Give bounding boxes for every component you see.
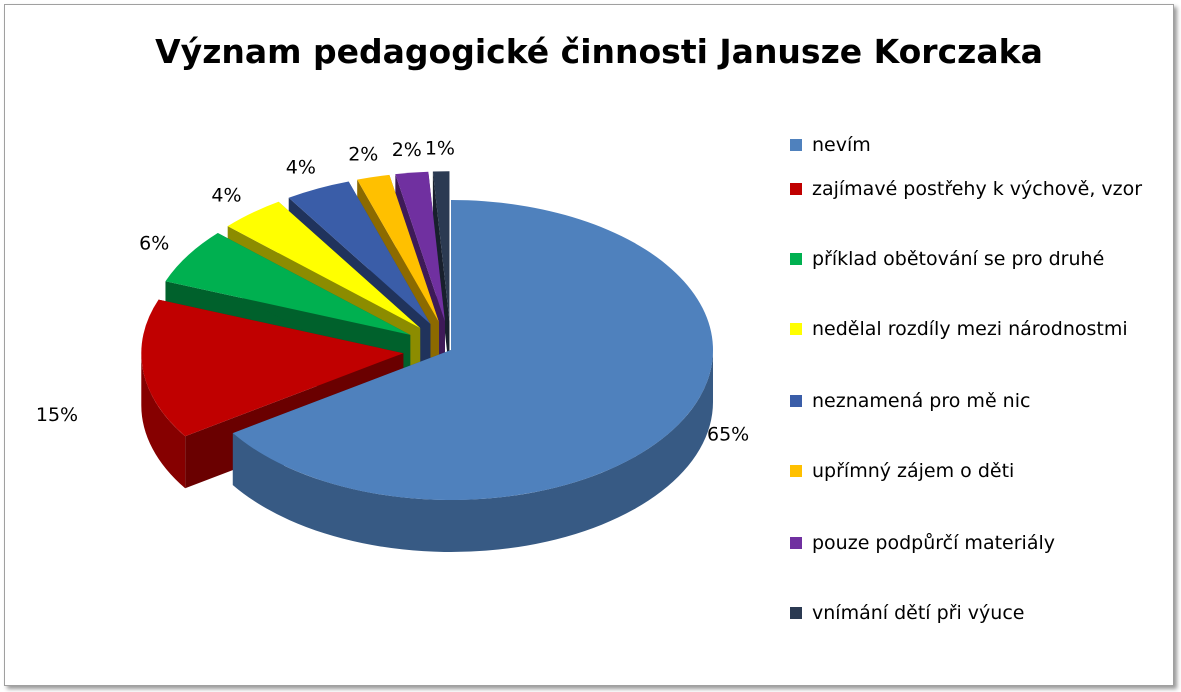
- legend-swatch: [790, 323, 802, 335]
- legend-item: příklad obětování se pro druhé: [790, 243, 1181, 275]
- data-label: 2%: [348, 144, 378, 166]
- data-label: 6%: [139, 232, 169, 254]
- slice-top: [232, 200, 713, 501]
- slice-top: [141, 299, 404, 437]
- legend-item: pouze podpůrčí materiály: [790, 527, 1181, 559]
- chart: Význam pedagogické činnosti Janusze Korc…: [36, 32, 1043, 552]
- legend-label: nedělal rozdíly mezi národnostmi: [812, 318, 1128, 340]
- legend-swatch: [790, 465, 802, 477]
- slice-side: [432, 171, 450, 374]
- legend-swatch: [790, 537, 802, 549]
- legend-item: vnímání dětí při výuce: [790, 597, 1181, 629]
- pie-slice: [232, 200, 713, 552]
- slice-top: [227, 201, 421, 328]
- legend-label: příklad obětování se pro druhé: [812, 248, 1105, 270]
- legend-item: nevím: [790, 129, 1181, 161]
- chart-frame: Význam pedagogické činnosti Janusze Korc…: [4, 4, 1174, 686]
- legend-label: vnímání dětí při výuce: [812, 602, 1025, 624]
- slice-wall: [141, 353, 186, 489]
- legend-swatch: [790, 607, 802, 619]
- legend-label: nevím: [812, 134, 871, 156]
- legend-item: nedělal rozdíly mezi národnostmi: [790, 313, 1181, 345]
- slice-top: [288, 181, 431, 324]
- data-label: 1%: [425, 137, 455, 159]
- legend-item: neznamená pro mě nic: [790, 385, 1181, 417]
- legend-swatch: [790, 253, 802, 265]
- slice-top: [432, 171, 450, 322]
- data-label: 4%: [211, 184, 241, 206]
- slice-top: [165, 233, 411, 335]
- legend-swatch: [790, 395, 802, 407]
- data-label: 4%: [286, 157, 316, 179]
- slice-wall: [232, 350, 713, 552]
- legend-swatch: [790, 139, 802, 151]
- legend-label: zajímavé postřehy k výchově, vzor: [812, 178, 1143, 200]
- slice-top: [395, 171, 445, 322]
- data-label: 65%: [707, 424, 749, 446]
- legend-item: zajímavé postřehy k výchově, vzor: [790, 173, 1181, 205]
- slice-top: [357, 174, 439, 323]
- chart-title: Význam pedagogické činnosti Janusze Korc…: [155, 32, 1043, 71]
- legend-item: upřímný zájem o děti: [790, 455, 1181, 487]
- data-label: 2%: [392, 139, 422, 161]
- legend-label: pouze podpůrčí materiály: [812, 532, 1055, 554]
- legend-label: neznamená pro mě nic: [812, 390, 1031, 412]
- legend-label: upřímný zájem o děti: [812, 460, 1015, 482]
- data-label: 15%: [36, 404, 78, 426]
- legend-swatch: [790, 183, 802, 195]
- pie-slice: [432, 171, 450, 374]
